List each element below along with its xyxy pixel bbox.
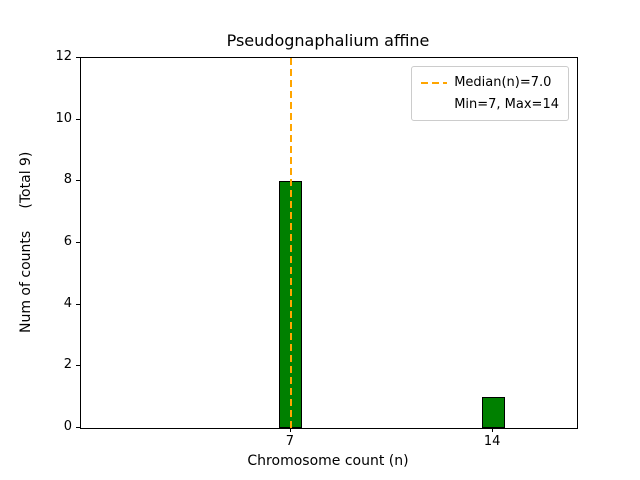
y-tick-label: 2	[63, 357, 72, 373]
x-tick-mark	[289, 428, 291, 432]
y-tick-label: 12	[55, 49, 72, 64]
x-tick-mark	[492, 428, 494, 432]
legend: Median(n)=7.0 Min=7, Max=14	[411, 66, 569, 121]
y-tick-label: 0	[63, 419, 72, 434]
x-axis-label: Chromosome count (n)	[247, 453, 409, 469]
x-tick-label: 7	[285, 434, 294, 449]
y-tick-label: 4	[63, 295, 72, 311]
y-tick-mark	[76, 57, 80, 58]
chart-title: Pseudognaphalium affine	[226, 31, 430, 50]
legend-empty-handle	[421, 104, 447, 106]
y-tick-mark	[76, 180, 80, 182]
legend-entry-median: Median(n)=7.0	[421, 74, 559, 91]
y-axis-label: Num of counts (Total 9)	[18, 151, 34, 333]
median-line	[289, 58, 292, 428]
y-tick-mark	[76, 427, 80, 428]
y-tick-mark	[76, 242, 80, 243]
bar-x14	[481, 397, 505, 428]
plot-area: Median(n)=7.0 Min=7, Max=14	[80, 57, 578, 429]
legend-label-median: Median(n)=7.0	[454, 75, 552, 90]
y-tick-mark	[76, 118, 80, 120]
y-tick-label: 8	[63, 172, 72, 188]
median-dashed-line-icon	[421, 81, 448, 84]
x-tick-label: 14	[483, 434, 501, 449]
legend-entry-minmax: Min=7, Max=14	[421, 96, 559, 113]
legend-label-minmax: Min=7, Max=14	[454, 97, 559, 112]
y-tick-mark	[76, 303, 80, 305]
y-tick-label: 10	[55, 110, 72, 126]
y-tick-label: 6	[63, 234, 72, 249]
y-tick-mark	[76, 365, 80, 367]
